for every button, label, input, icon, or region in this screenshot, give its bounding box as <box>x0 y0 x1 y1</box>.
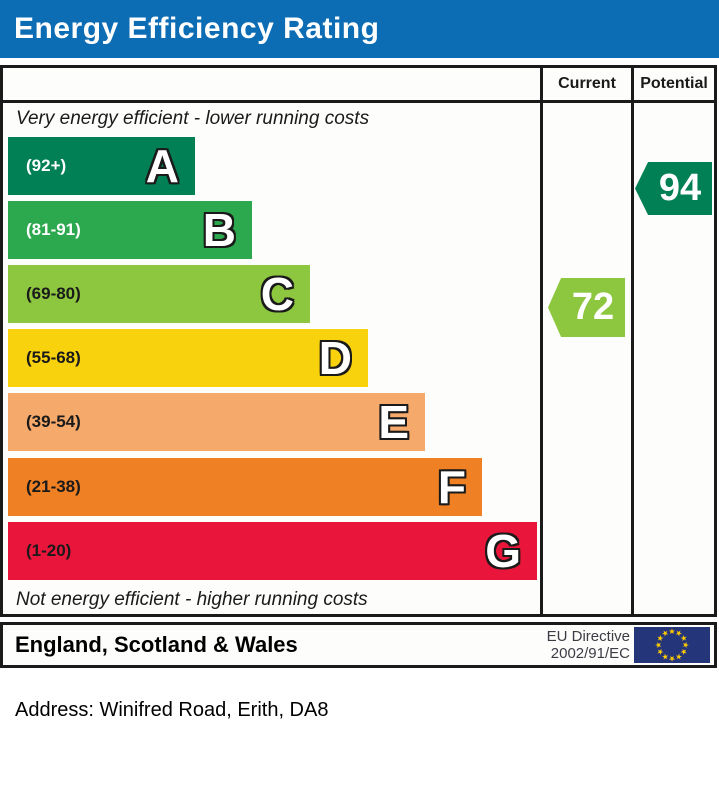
band-bar-d: (55-68) D <box>8 329 368 387</box>
column-divider-potential <box>631 68 634 614</box>
band-letter-g: G <box>485 525 521 577</box>
band-bar-a: (92+) A <box>8 137 195 195</box>
band-letter-a: A <box>145 140 179 192</box>
region-label: England, Scotland & Wales <box>15 632 298 657</box>
column-header-current: Current <box>558 75 616 92</box>
bottom-note: Not energy efficient - higher running co… <box>16 589 368 610</box>
column-header-potential: Potential <box>640 75 708 92</box>
band-range-d: (55-68) <box>26 348 81 367</box>
band-bar-b: (81-91) B <box>8 201 252 259</box>
band-range-g: (1-20) <box>26 541 72 560</box>
footer-bar: England, Scotland & Wales EU Directive 2… <box>0 622 717 668</box>
address-line: Address: Winifred Road, Erith, DA8 <box>15 699 329 721</box>
current-rating-value: 72 <box>571 286 615 328</box>
band-bar-g: (1-20) G <box>8 522 537 580</box>
title-bar: Energy Efficiency Rating <box>0 0 719 58</box>
band-letter-e: E <box>378 396 409 448</box>
band-range-e: (39-54) <box>26 412 81 431</box>
band-letter-c: C <box>260 268 294 320</box>
band-bar-e: (39-54) E <box>8 393 425 451</box>
current-rating-arrow: 72 <box>548 278 625 337</box>
band-range-a: (92+) <box>26 156 67 175</box>
page-title: Energy Efficiency Rating <box>14 12 380 45</box>
column-divider-current <box>540 68 543 614</box>
potential-rating-arrow: 94 <box>635 162 712 215</box>
eu-directive-line2: 2002/91/EC <box>550 645 630 662</box>
band-bar-c: (69-80) C <box>8 265 310 323</box>
energy-efficiency-chart: Current Potential Very energy efficient … <box>0 65 717 617</box>
band-range-f: (21-38) <box>26 477 81 496</box>
eu-directive-line1: EU Directive <box>546 628 630 645</box>
potential-rating-value: 94 <box>658 167 702 209</box>
band-letter-f: F <box>437 461 466 513</box>
eu-flag-icon: ★ ★ ★ ★ ★ ★ ★ ★ ★ ★ ★ ★ <box>634 627 710 663</box>
top-note: Very energy efficient - lower running co… <box>16 108 370 129</box>
band-bar-f: (21-38) F <box>8 458 482 516</box>
band-letter-b: B <box>202 204 236 256</box>
band-range-b: (81-91) <box>26 220 81 239</box>
band-range-c: (69-80) <box>26 284 81 303</box>
eu-directive-label: EU Directive 2002/91/EC <box>547 628 630 662</box>
band-letter-d: D <box>318 332 352 384</box>
header-divider <box>3 100 714 103</box>
